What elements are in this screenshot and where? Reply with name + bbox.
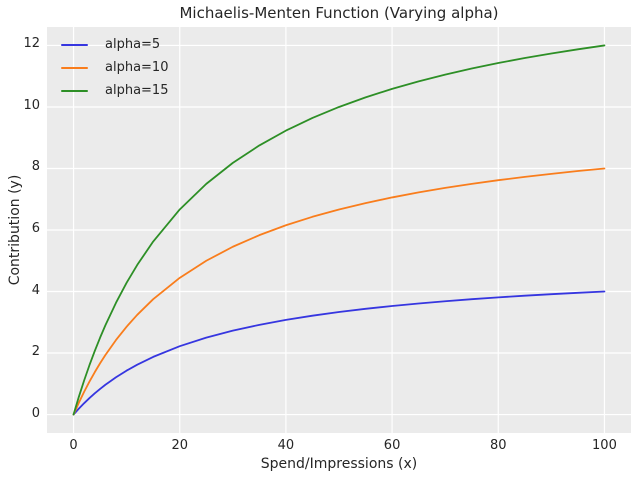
legend-label: alpha=15 [105, 83, 169, 98]
plot-canvas [47, 27, 631, 433]
series-line-alpha-10 [72, 167, 606, 416]
plot-area: alpha=5 alpha=10 alpha=15 [47, 27, 631, 433]
x-tick-label: 0 [69, 438, 78, 453]
legend-item-alpha-15: alpha=15 [61, 79, 168, 102]
y-axis-label: Contribution (y) [7, 174, 23, 286]
x-tick-label: 20 [171, 438, 188, 453]
x-axis-label: Spend/Impressions (x) [260, 456, 418, 472]
legend-item-alpha-10: alpha=10 [61, 56, 168, 79]
legend-line-swatch [61, 66, 88, 69]
chart-title: Michaelis-Menten Function (Varying alpha… [179, 4, 499, 22]
y-tick-label: 4 [31, 282, 40, 298]
x-tick-label: 40 [277, 438, 295, 453]
y-tick-label: 12 [23, 36, 40, 52]
y-tick-label: 10 [23, 97, 40, 113]
legend-line-swatch [61, 89, 88, 92]
x-tick-label: 80 [489, 438, 507, 453]
legend-item-alpha-5: alpha=5 [61, 33, 168, 56]
legend-label: alpha=10 [105, 60, 169, 75]
x-tick-label: 100 [592, 438, 617, 453]
y-tick-label: 8 [31, 159, 40, 175]
series-line-alpha-15 [72, 44, 606, 416]
legend: alpha=5 alpha=10 alpha=15 [61, 33, 168, 102]
legend-label: alpha=5 [105, 37, 161, 52]
y-tick-label: 2 [31, 344, 40, 360]
legend-line-swatch [61, 43, 88, 46]
series-line-alpha-5 [72, 290, 606, 416]
x-tick-label: 60 [383, 438, 401, 453]
y-tick-label: 0 [31, 405, 40, 421]
y-tick-label: 6 [31, 221, 40, 236]
